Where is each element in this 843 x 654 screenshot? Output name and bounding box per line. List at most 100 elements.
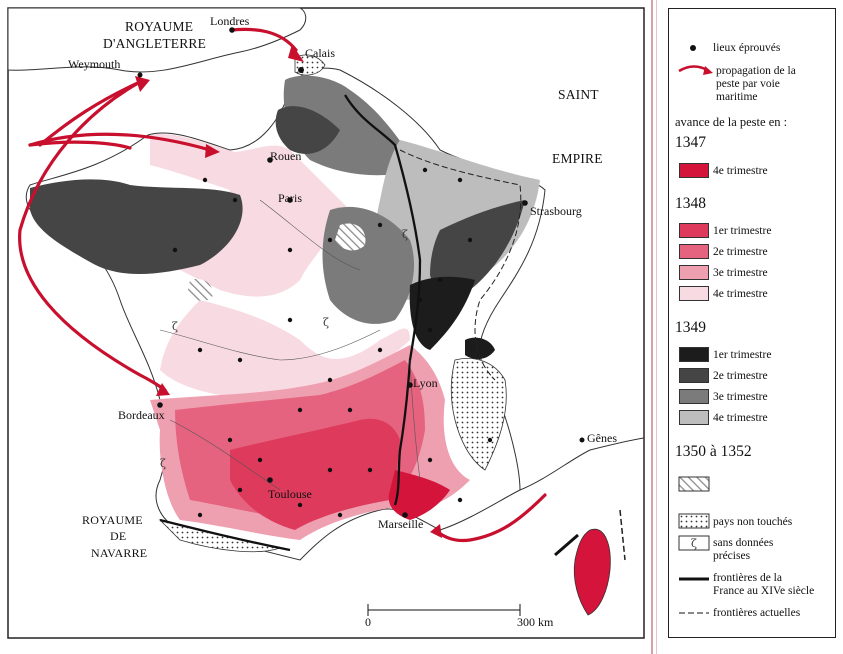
label-royaume-angleterre-1: ROYAUME (125, 19, 194, 34)
arrow-channel-mid (28, 140, 132, 150)
legend-1349-q3: 3e trimestre (713, 391, 768, 403)
plague-map: ζ ζ ζ ζ (7, 7, 645, 639)
legend-propagation: propagation de la peste par voie maritim… (716, 65, 796, 103)
corsica (573, 528, 611, 616)
legend-swatch-1349-q1 (679, 347, 709, 362)
river-seine (259, 199, 361, 271)
scale-label-300: 300 km (517, 615, 554, 629)
zone-east-light-grey (376, 140, 540, 300)
label-weymouth: Weymouth (68, 57, 121, 71)
legend-swatch-1348-q4 (679, 286, 709, 301)
label-rouen: Rouen (270, 149, 302, 163)
sea-arrows (18, 27, 547, 543)
arrowhead-weymouth (135, 76, 150, 92)
legend-swatch-1348-q3 (679, 265, 709, 280)
label-genes: Gênes (587, 431, 617, 445)
legend-year-1350: 1350 à 1352 (675, 443, 752, 460)
label-lyon: Lyon (413, 376, 438, 390)
arrow-heads (135, 44, 442, 538)
legend-swatch-1350 (678, 476, 710, 492)
legend-year-1347: 1347 (675, 134, 706, 151)
legend-year-1348: 1348 (675, 195, 706, 212)
corsica-border-mark (554, 533, 579, 557)
label-saint: SAINT (558, 87, 599, 102)
legend-frontieres-xiv: frontières de la France au XIVe siècle (713, 572, 815, 597)
legend-year-1349: 1349 (675, 319, 706, 336)
zone-north-dark-grey (275, 106, 340, 154)
zone-1350-hatch-a (335, 223, 366, 251)
label-royaume-navarre-2: DE (110, 529, 127, 543)
legend-dot-icon (690, 45, 696, 51)
border-modern-corsica (619, 509, 626, 561)
zone-savoy-untouched (450, 358, 507, 471)
legend-graphics: ζ (678, 45, 713, 614)
label-royaume-angleterre-2: D'ANGLETERRE (103, 36, 207, 51)
border-modern-east (399, 149, 522, 381)
legend-avance: avance de la peste en : (675, 115, 788, 129)
river-garonne (169, 419, 281, 491)
zone-1350-hatch-b (188, 279, 213, 301)
legend-frontieres-actuelles: frontières actuelles (713, 607, 801, 619)
river-loire (159, 329, 381, 361)
river-rhone (409, 359, 421, 481)
label-bordeaux: Bordeaux (118, 408, 165, 422)
label-calais: Calais (305, 46, 335, 60)
legend-swatch-1347-q4 (679, 163, 709, 178)
city-dots (137, 27, 585, 518)
arrow-channel-east (28, 132, 212, 152)
legend-swatch-1349-q2 (679, 368, 709, 383)
italy-coast (519, 437, 645, 491)
legend-swatch-untouched (678, 513, 710, 529)
arrowhead-bordeaux (156, 383, 170, 396)
legend-1349-q2: 2e trimestre (713, 370, 768, 382)
legend-swatch-nodata (678, 535, 710, 551)
label-strasbourg: Strasbourg (530, 204, 582, 218)
legend-1348-q4: 4e trimestre (713, 288, 768, 300)
zone-1347-q4 (388, 470, 450, 520)
legend-non-touches: pays non touchés (713, 516, 793, 528)
arrowhead-marseille (430, 524, 442, 538)
arrow-londres-calais (230, 27, 298, 52)
scale-bar (367, 604, 521, 616)
label-londres: Londres (210, 14, 250, 28)
legend-swatch-1348-q1 (679, 223, 709, 238)
legend-1348-q2: 2e trimestre (713, 246, 768, 258)
svg-text:ζ: ζ (402, 228, 408, 241)
legend-1348-q1: 1er trimestre (713, 225, 772, 237)
no-data-marks: ζ ζ ζ ζ (160, 228, 408, 470)
svg-text:ζ: ζ (691, 537, 697, 550)
arrow-weymouth-bordeaux (18, 80, 167, 392)
legend-swatch-1348-q2 (679, 244, 709, 259)
legend-swatch-1349-q3 (679, 389, 709, 404)
legend-panel: ζ lieux éprouvés propagation de la peste… (668, 8, 836, 638)
legend-swatch-1349-q4 (679, 410, 709, 425)
svg-text:ζ: ζ (172, 320, 178, 333)
label-paris: Paris (278, 191, 302, 205)
arrowhead-channel (205, 144, 220, 158)
england-landmass (7, 7, 307, 73)
zone-1349-q1-small (465, 337, 495, 360)
arrowhead-calais (288, 44, 304, 62)
label-marseille: Marseille (378, 517, 424, 531)
zone-1349-q1 (409, 276, 475, 350)
scale-label-zero: 0 (365, 615, 371, 629)
page-divider-thin (656, 0, 657, 654)
label-toulouse: Toulouse (268, 487, 312, 501)
page-divider (651, 0, 653, 654)
svg-text:ζ: ζ (160, 457, 166, 470)
zone-brittany (30, 179, 243, 275)
legend-1349-q1: 1er trimestre (713, 349, 772, 361)
border-xiv-south (159, 518, 291, 552)
zone-1348-q4-centre (160, 300, 410, 399)
legend-lieux: lieux éprouvés (713, 42, 781, 54)
zone-1348-q1 (230, 418, 400, 530)
svg-text:ζ: ζ (323, 316, 329, 329)
arrow-weymouth-west (38, 80, 142, 147)
legend-1347-q4: 4e trimestre (713, 165, 768, 177)
label-empire: EMPIRE (552, 151, 603, 166)
zone-alsace-dark (430, 200, 525, 295)
label-royaume-navarre-3: NAVARRE (91, 546, 148, 560)
arrow-marseille (433, 493, 547, 543)
legend-1348-q3: 3e trimestre (713, 267, 768, 279)
label-royaume-navarre-1: ROYAUME (82, 513, 143, 527)
